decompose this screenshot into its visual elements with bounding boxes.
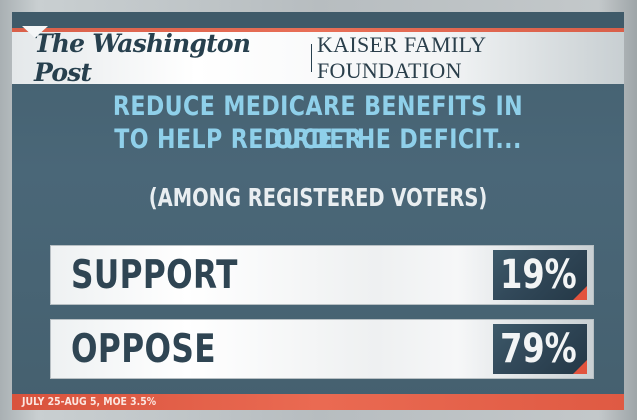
result-row-support: SUPPORT 19% bbox=[50, 245, 594, 305]
publisher-logo: The Washington Post bbox=[34, 29, 251, 87]
percent-box: 79% bbox=[493, 324, 587, 374]
footer-bar: JULY 25-AUG 5, MOE 3.5% bbox=[12, 394, 624, 410]
triangle-notch-icon bbox=[22, 26, 48, 38]
result-row-oppose: OPPOSE 79% bbox=[50, 319, 594, 379]
population-subtitle: (AMONG REGISTERED VOTERS) bbox=[148, 183, 488, 212]
poll-panel: The Washington Post KAISER FAMILY FOUNDA… bbox=[12, 12, 624, 410]
question-title-line1: REDUCE MEDICARE BENEFITS IN ORDER bbox=[112, 91, 524, 155]
question-title-line2: TO HELP REDUCE THE DEFICIT... bbox=[114, 124, 522, 155]
partner-name: KAISER FAMILY FOUNDATION bbox=[316, 32, 486, 83]
result-label: OPPOSE bbox=[71, 327, 216, 372]
poll-dates-moe: JULY 25-AUG 5, MOE 3.5% bbox=[22, 395, 157, 408]
result-percent: 19% bbox=[500, 252, 577, 298]
result-label: SUPPORT bbox=[71, 253, 238, 298]
result-percent: 79% bbox=[500, 326, 577, 372]
red-rule bbox=[12, 28, 624, 32]
header-banner: The Washington Post KAISER FAMILY FOUNDA… bbox=[12, 29, 624, 87]
header-divider bbox=[310, 44, 312, 72]
top-band bbox=[12, 12, 624, 28]
percent-box: 19% bbox=[493, 250, 587, 300]
